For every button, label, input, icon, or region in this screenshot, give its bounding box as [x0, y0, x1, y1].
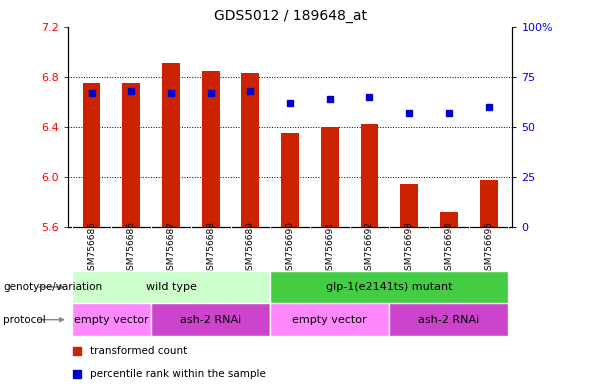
Bar — [440, 212, 458, 227]
Bar — [151, 303, 270, 336]
Text: glp-1(e2141ts) mutant: glp-1(e2141ts) mutant — [326, 282, 452, 292]
Bar — [123, 83, 140, 227]
Text: GSM756688: GSM756688 — [206, 221, 215, 276]
Text: GSM756695: GSM756695 — [484, 221, 493, 276]
Text: GSM756689: GSM756689 — [246, 221, 255, 276]
Bar — [270, 303, 389, 336]
Text: empty vector: empty vector — [74, 314, 149, 325]
Text: percentile rank within the sample: percentile rank within the sample — [90, 369, 266, 379]
Bar — [162, 63, 180, 227]
Text: GSM756691: GSM756691 — [325, 221, 335, 276]
Text: GSM756693: GSM756693 — [405, 221, 413, 276]
Bar — [72, 303, 151, 336]
Bar — [270, 271, 508, 303]
Bar — [202, 71, 220, 227]
Bar — [281, 133, 299, 227]
Text: GSM756685: GSM756685 — [87, 221, 96, 276]
Text: GSM756686: GSM756686 — [127, 221, 135, 276]
Text: GSM756692: GSM756692 — [365, 221, 374, 276]
Text: protocol: protocol — [3, 314, 46, 325]
Text: empty vector: empty vector — [293, 314, 367, 325]
Text: wild type: wild type — [145, 282, 196, 292]
Text: GSM756694: GSM756694 — [445, 221, 454, 276]
Text: ash-2 RNAi: ash-2 RNAi — [180, 314, 241, 325]
Bar — [479, 180, 498, 227]
Title: GDS5012 / 189648_at: GDS5012 / 189648_at — [214, 9, 366, 23]
Text: ash-2 RNAi: ash-2 RNAi — [418, 314, 479, 325]
Text: GSM756687: GSM756687 — [167, 221, 176, 276]
Bar — [82, 83, 101, 227]
Text: genotype/variation: genotype/variation — [3, 282, 102, 292]
Bar — [401, 184, 418, 227]
Bar — [360, 124, 378, 227]
Bar — [72, 271, 270, 303]
Text: transformed count: transformed count — [90, 346, 187, 356]
Bar — [389, 303, 508, 336]
Text: GSM756690: GSM756690 — [286, 221, 294, 276]
Bar — [241, 73, 259, 227]
Bar — [321, 127, 339, 227]
